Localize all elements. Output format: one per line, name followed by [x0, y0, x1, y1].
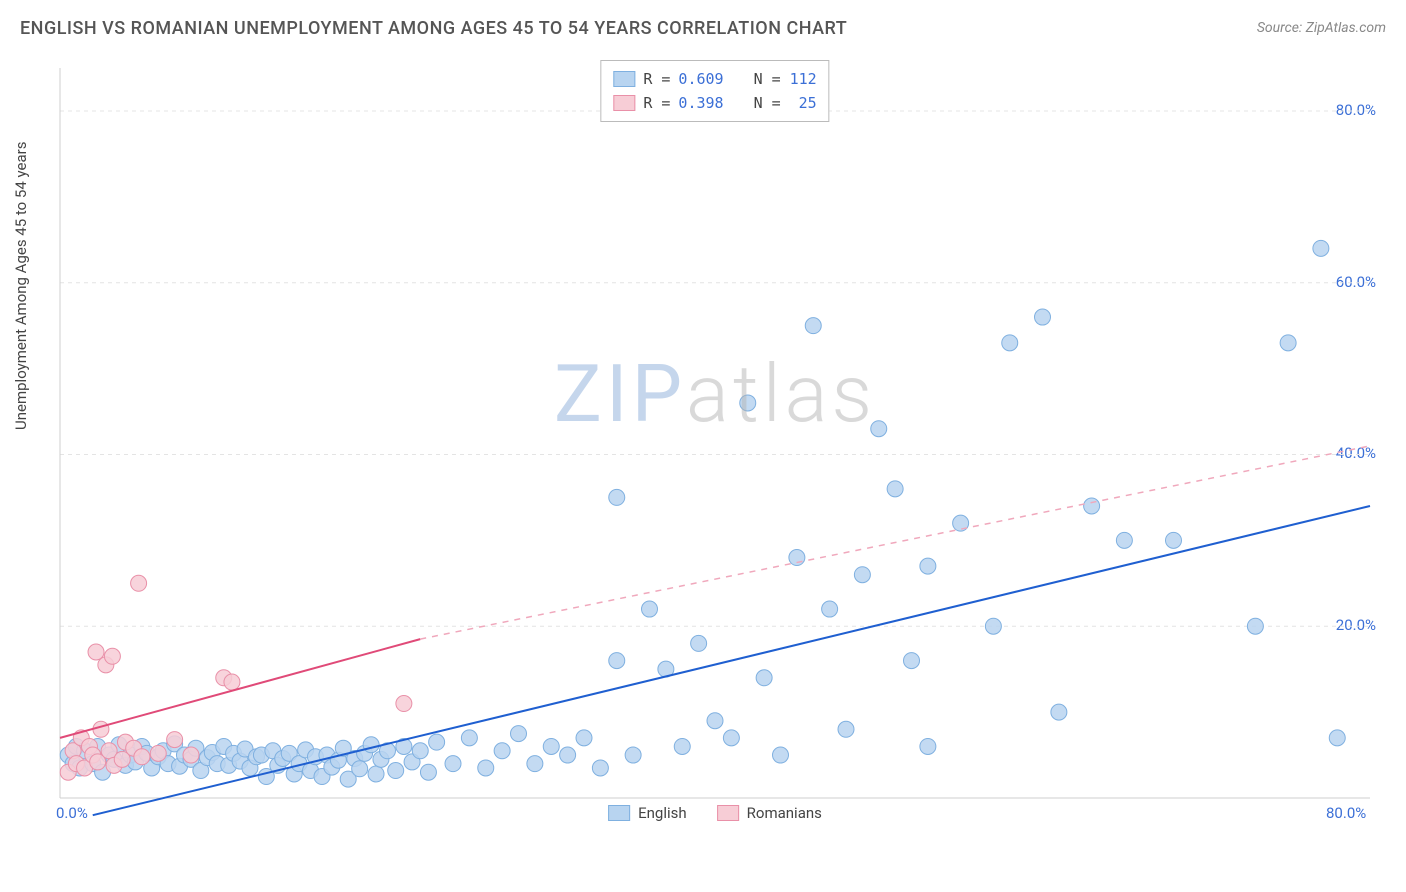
legend-swatch	[608, 805, 630, 821]
plot-area: ZIPatlas R =0.609N =112R =0.398N =25 Eng…	[50, 60, 1380, 820]
legend-swatch	[717, 805, 739, 821]
legend-swatch	[613, 71, 635, 87]
scatter-chart	[50, 60, 1380, 820]
series-legend: English Romanians	[608, 804, 822, 822]
source-value: ZipAtlas.com	[1306, 20, 1386, 36]
legend-correlation-row: R = 0.398 N = 25	[613, 91, 816, 115]
legend-series-label: Romanians	[747, 804, 822, 822]
legend-r-value: 0.398	[678, 91, 723, 115]
legend-series-item: Romanians	[717, 804, 822, 822]
legend-correlation-row: R = 0.609 N = 112	[613, 67, 816, 91]
legend-n-label: N =	[754, 91, 781, 115]
chart-title: ENGLISH VS ROMANIAN UNEMPLOYMENT AMONG A…	[20, 18, 847, 39]
title-bar: ENGLISH VS ROMANIAN UNEMPLOYMENT AMONG A…	[20, 18, 1386, 46]
legend-series-label: English	[638, 804, 687, 822]
y-axis-label: Unemployment Among Ages 45 to 54 years	[12, 142, 30, 430]
correlation-legend: R = 0.609 N = 112 R = 0.398 N = 25	[600, 60, 829, 122]
legend-n-value: 25	[789, 91, 817, 115]
source-credit: Source: ZipAtlas.com	[1257, 20, 1386, 36]
legend-r-label: R =	[643, 91, 670, 115]
legend-n-value: 112	[789, 67, 817, 91]
legend-series-item: English	[608, 804, 687, 822]
legend-swatch	[613, 95, 635, 111]
legend-n-label: N =	[754, 67, 781, 91]
legend-r-label: R =	[643, 67, 670, 91]
source-label: Source:	[1257, 20, 1302, 36]
legend-r-value: 0.609	[678, 67, 723, 91]
